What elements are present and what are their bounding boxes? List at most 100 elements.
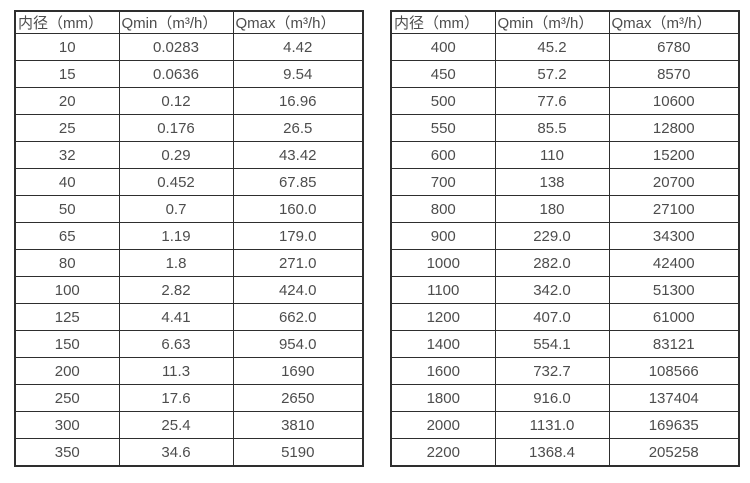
table-row: 1000 282.0 42400 — [390, 249, 740, 277]
table-cell: 400 — [390, 33, 496, 61]
table-row: 450 57.2 8570 — [390, 60, 740, 88]
table-cell: 205258 — [608, 438, 740, 467]
table-row: 1800 916.0 137404 — [390, 384, 740, 412]
table-cell: 26.5 — [232, 114, 364, 142]
table-cell: 662.0 — [232, 303, 364, 331]
table-cell: 600 — [390, 141, 496, 169]
table-cell: 42400 — [608, 249, 740, 277]
table-cell: 8570 — [608, 60, 740, 88]
table-cell: 83121 — [608, 330, 740, 358]
table-cell: 450 — [390, 60, 496, 88]
table-cell: 17.6 — [118, 384, 234, 412]
table-cell: 10 — [14, 33, 120, 61]
table-cell: 10600 — [608, 87, 740, 115]
column-header: 内径（mm） — [390, 10, 496, 34]
table-cell: 32 — [14, 141, 120, 169]
table-cell: 350 — [14, 438, 120, 467]
table-cell: 0.0283 — [118, 33, 234, 61]
table-cell: 40 — [14, 168, 120, 196]
column-header: 内径（mm） — [14, 10, 120, 34]
table-row: 1100 342.0 51300 — [390, 276, 740, 304]
table-cell: 108566 — [608, 357, 740, 385]
table-row: 32 0.29 43.42 — [14, 141, 364, 169]
table-cell: 137404 — [608, 384, 740, 412]
table-cell: 125 — [14, 303, 120, 331]
table-cell: 85.5 — [494, 114, 610, 142]
table-cell: 271.0 — [232, 249, 364, 277]
table-cell: 732.7 — [494, 357, 610, 385]
table-cell: 0.176 — [118, 114, 234, 142]
table-cell: 4.41 — [118, 303, 234, 331]
table-cell: 1200 — [390, 303, 496, 331]
table-cell: 0.0636 — [118, 60, 234, 88]
table-row: 10 0.0283 4.42 — [14, 33, 364, 61]
table-cell: 282.0 — [494, 249, 610, 277]
table-cell: 65 — [14, 222, 120, 250]
table-cell: 500 — [390, 87, 496, 115]
table-cell: 900 — [390, 222, 496, 250]
table-row: 1600 732.7 108566 — [390, 357, 740, 385]
table-cell: 1000 — [390, 249, 496, 277]
table-cell: 2000 — [390, 411, 496, 439]
table-cell: 700 — [390, 168, 496, 196]
table-cell: 1600 — [390, 357, 496, 385]
table-cell: 250 — [14, 384, 120, 412]
column-header: Qmax（m³/h） — [608, 10, 740, 34]
flow-table-small-diameters: 内径（mm） Qmin（m³/h） Qmax（m³/h） 10 0.0283 4.42 15… — [14, 10, 364, 467]
table-cell: 0.29 — [118, 141, 234, 169]
table-row: 400 45.2 6780 — [390, 33, 740, 61]
table-cell: 25.4 — [118, 411, 234, 439]
table-cell: 138 — [494, 168, 610, 196]
table-row: 550 85.5 12800 — [390, 114, 740, 142]
table-cell: 25 — [14, 114, 120, 142]
table-row: 2000 1131.0 169635 — [390, 411, 740, 439]
table-row: 900 229.0 34300 — [390, 222, 740, 250]
table-cell: 9.54 — [232, 60, 364, 88]
table-cell: 3810 — [232, 411, 364, 439]
table-cell: 1.19 — [118, 222, 234, 250]
table-cell: 0.452 — [118, 168, 234, 196]
table-row: 300 25.4 3810 — [14, 411, 364, 439]
table-cell: 342.0 — [494, 276, 610, 304]
table-row: 65 1.19 179.0 — [14, 222, 364, 250]
table-cell: 407.0 — [494, 303, 610, 331]
table-row: 800 180 27100 — [390, 195, 740, 223]
table-cell: 27100 — [608, 195, 740, 223]
table-cell: 1400 — [390, 330, 496, 358]
table-row: 100 2.82 424.0 — [14, 276, 364, 304]
table-cell: 61000 — [608, 303, 740, 331]
table-cell: 20 — [14, 87, 120, 115]
table-cell: 57.2 — [494, 60, 610, 88]
table-row: 15 0.0636 9.54 — [14, 60, 364, 88]
flow-table-large-diameters: 内径（mm） Qmin（m³/h） Qmax（m³/h） 400 45.2 6780 450… — [390, 10, 740, 467]
table-cell: 229.0 — [494, 222, 610, 250]
table-cell: 110 — [494, 141, 610, 169]
column-header: Qmin（m³/h） — [118, 10, 234, 34]
table-cell: 50 — [14, 195, 120, 223]
table-row: 40 0.452 67.85 — [14, 168, 364, 196]
table-row: 250 17.6 2650 — [14, 384, 364, 412]
table-row: 1200 407.0 61000 — [390, 303, 740, 331]
table-cell: 34300 — [608, 222, 740, 250]
table-cell: 1131.0 — [494, 411, 610, 439]
table-cell: 2200 — [390, 438, 496, 467]
table-cell: 4.42 — [232, 33, 364, 61]
table-cell: 424.0 — [232, 276, 364, 304]
table-cell: 180 — [494, 195, 610, 223]
table-cell: 916.0 — [494, 384, 610, 412]
table-cell: 954.0 — [232, 330, 364, 358]
table-cell: 34.6 — [118, 438, 234, 467]
table-cell: 1368.4 — [494, 438, 610, 467]
table-cell: 2650 — [232, 384, 364, 412]
table-cell: 15 — [14, 60, 120, 88]
table-row: 20 0.12 16.96 — [14, 87, 364, 115]
table-row: 50 0.7 160.0 — [14, 195, 364, 223]
table-cell: 5190 — [232, 438, 364, 467]
table-cell: 100 — [14, 276, 120, 304]
table-row: 150 6.63 954.0 — [14, 330, 364, 358]
table-cell: 16.96 — [232, 87, 364, 115]
table-row: 200 11.3 1690 — [14, 357, 364, 385]
table-cell: 800 — [390, 195, 496, 223]
table-cell: 1.8 — [118, 249, 234, 277]
table-cell: 0.7 — [118, 195, 234, 223]
